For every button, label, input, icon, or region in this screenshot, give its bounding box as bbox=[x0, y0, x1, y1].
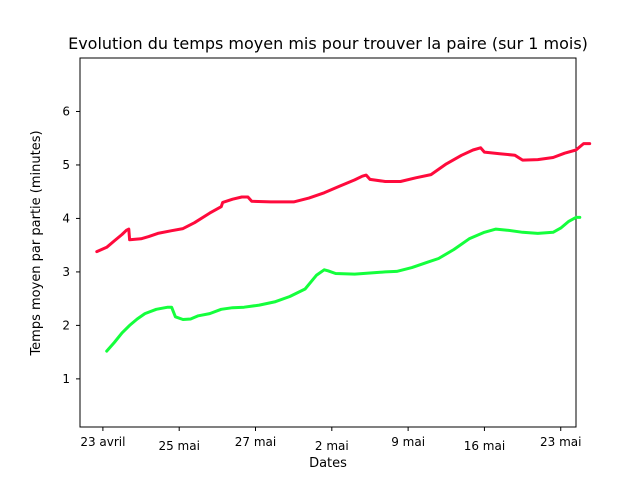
y-tick-label: 2 bbox=[62, 318, 70, 332]
x-tick-label: 23 avril bbox=[80, 435, 125, 449]
series-lines bbox=[97, 144, 590, 352]
series-line-1 bbox=[97, 144, 590, 252]
x-tick-label: 25 mai bbox=[158, 439, 199, 453]
y-tick-label: 5 bbox=[62, 158, 70, 172]
x-tick-label: 16 mai bbox=[464, 439, 505, 453]
x-tick-label: 9 mai bbox=[391, 435, 425, 449]
series-line-2 bbox=[107, 217, 580, 351]
y-tick-label: 1 bbox=[62, 372, 70, 386]
x-axis-label: Dates bbox=[309, 456, 347, 471]
y-tick-label: 6 bbox=[62, 104, 70, 118]
plot-area-frame bbox=[80, 58, 576, 427]
y-axis-label: Temps moyen par partie (minutes) bbox=[29, 130, 44, 356]
x-tick-label: 27 mai bbox=[235, 435, 276, 449]
chart-title: Evolution du temps moyen mis pour trouve… bbox=[68, 34, 588, 53]
y-tick-label: 3 bbox=[62, 265, 70, 279]
y-axis: 1 2 3 4 5 6 bbox=[62, 104, 80, 385]
x-tick-label: 23 mai bbox=[540, 435, 581, 449]
x-tick-label: 2 mai bbox=[315, 439, 349, 453]
x-axis: 23 avril 25 mai 27 mai 2 mai 9 mai 16 mai 23 m… bbox=[80, 427, 581, 453]
y-tick-label: 4 bbox=[62, 211, 70, 225]
